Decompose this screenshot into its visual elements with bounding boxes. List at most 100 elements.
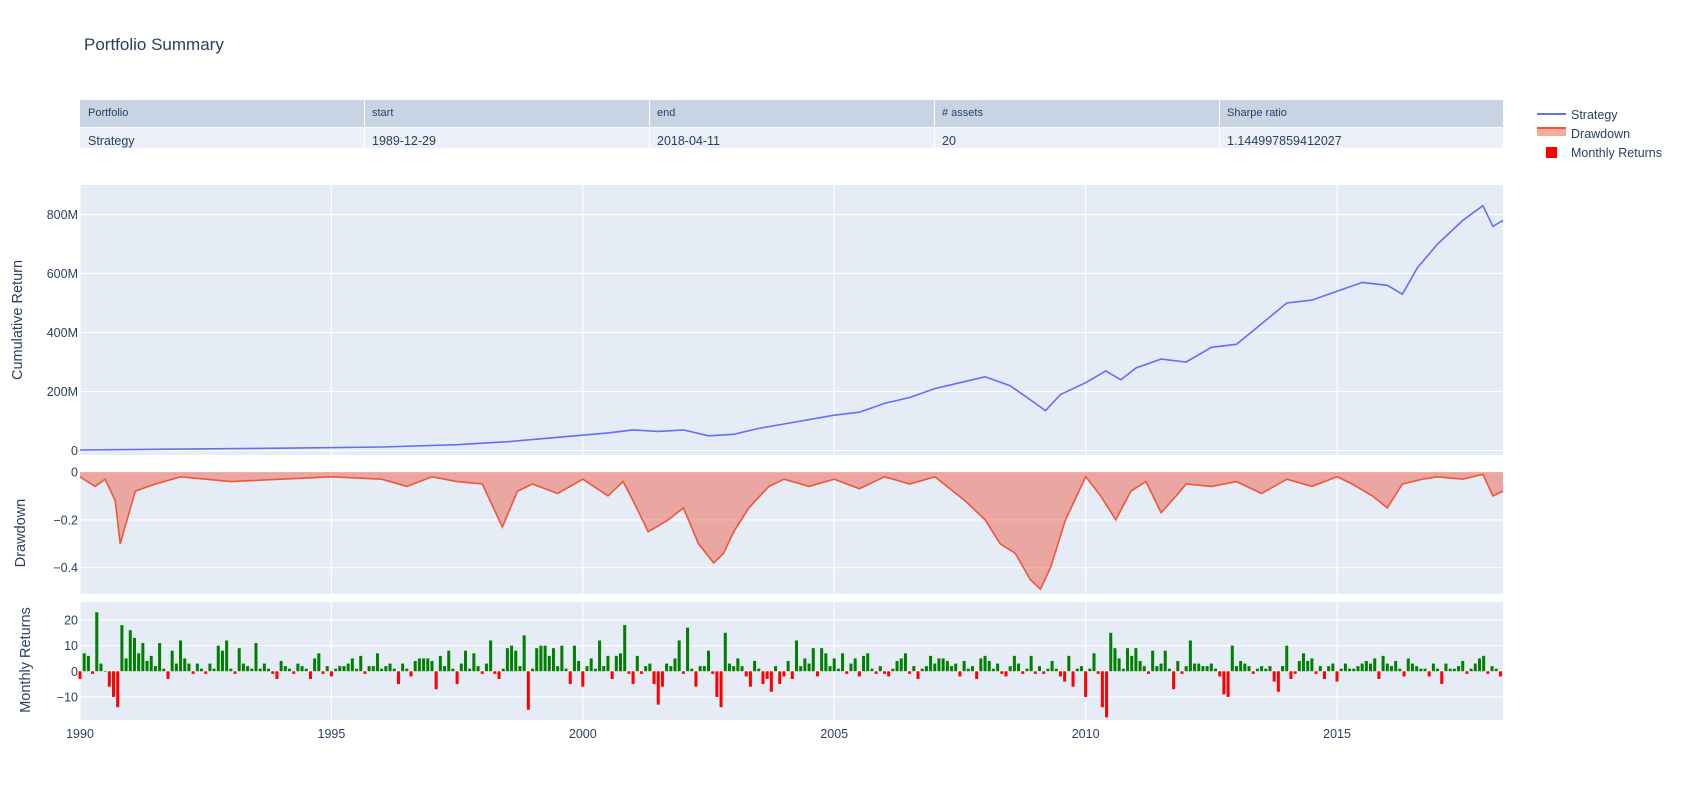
monthly-return-bar: [727, 663, 731, 672]
monthly-return-bar: [1092, 653, 1096, 672]
monthly-return-bar: [1226, 671, 1230, 697]
monthly-return-bar: [1352, 668, 1356, 672]
monthly-return-bar: [581, 671, 585, 687]
monthly-return-bar: [681, 671, 685, 674]
monthly-return-bar: [355, 668, 359, 672]
monthly-return-bar: [1100, 671, 1104, 708]
monthly-return-bar: [1310, 658, 1314, 672]
monthly-return-bar: [1415, 666, 1419, 672]
chart-marks: [78, 204, 1504, 718]
y-axis-title-cumulative: Cumulative Return: [10, 260, 26, 380]
drawdown-line: [79, 473, 1504, 591]
monthly-return-bar: [975, 671, 979, 679]
monthly-return-bar: [937, 658, 941, 672]
legend-item-strategy[interactable]: Strategy: [1537, 108, 1618, 122]
monthly-return-bar: [401, 663, 405, 672]
monthly-return-bar: [1184, 666, 1188, 672]
monthly-return-bar: [623, 625, 627, 672]
monthly-return-bar: [158, 643, 162, 672]
monthly-return-bar: [639, 671, 643, 674]
monthly-return-bar: [526, 671, 530, 710]
monthly-return-bar: [1461, 661, 1465, 672]
monthly-return-bar: [1419, 668, 1423, 672]
drawdown-plot-area: [80, 472, 1503, 594]
monthly-return-bar: [1410, 663, 1414, 672]
monthly-return-bar: [748, 671, 752, 687]
monthly-return-bar: [388, 663, 392, 672]
summary-table: Portfolio start end # assets Sharpe rati…: [80, 100, 1503, 148]
legend-item-monthly-returns[interactable]: Monthly Returns: [1546, 146, 1662, 160]
y-tick-label: 10: [64, 639, 78, 653]
monthly-return-bar: [220, 650, 224, 672]
monthly-return-bar: [610, 671, 614, 679]
monthly-return-bar: [413, 661, 417, 672]
monthly-return-bar: [614, 655, 618, 672]
table-header-start: start: [372, 107, 393, 119]
monthly-return-bar: [1377, 671, 1381, 679]
monthly-return-bar: [1272, 671, 1276, 682]
monthly-return-bar: [702, 666, 706, 672]
monthly-return-bar: [162, 668, 166, 672]
monthly-return-bar: [1457, 666, 1461, 672]
monthly-return-bar: [1033, 671, 1037, 674]
monthly-return-bar: [1297, 661, 1301, 672]
monthly-return-bar: [1348, 668, 1352, 672]
monthly-return-bar: [99, 663, 103, 672]
monthly-return-bar: [656, 671, 660, 705]
monthly-return-bar: [1000, 671, 1004, 674]
monthly-return-bar: [505, 648, 509, 672]
monthly-returns-plot-area: [80, 602, 1503, 720]
table-cell-start: 1989-12-29: [372, 134, 436, 148]
drawdown-area: [80, 472, 1503, 590]
table-header-cell: [365, 100, 649, 127]
monthly-return-bar: [1255, 668, 1259, 672]
monthly-return-bar: [489, 640, 493, 672]
monthly-return-bar: [677, 640, 681, 672]
monthly-return-bar: [707, 650, 711, 672]
monthly-return-bar: [535, 648, 539, 672]
y-tick-label: −10: [57, 690, 78, 704]
monthly-return-bar: [841, 653, 845, 672]
monthly-return-bar: [422, 658, 426, 672]
x-tick-label: 1995: [318, 727, 346, 741]
legend-item-drawdown[interactable]: Drawdown: [1537, 127, 1630, 141]
monthly-return-bar: [1398, 668, 1402, 672]
monthly-return-bar: [1452, 668, 1456, 672]
monthly-return-bar: [258, 668, 262, 672]
monthly-return-bar: [882, 671, 886, 674]
y-tick-label: −0.4: [53, 561, 78, 575]
monthly-return-bar: [1343, 663, 1347, 672]
monthly-return-bar: [602, 666, 606, 672]
monthly-return-bar: [187, 663, 191, 672]
table-cell: [80, 128, 364, 148]
monthly-return-bar: [916, 671, 920, 679]
monthly-return-bar: [1469, 668, 1473, 672]
monthly-return-bar: [669, 666, 673, 672]
monthly-return-bar: [1176, 661, 1180, 672]
monthly-return-bar: [1373, 658, 1377, 672]
monthly-return-bar: [962, 661, 966, 672]
monthly-return-bar: [1159, 663, 1163, 672]
monthly-return-bar: [845, 671, 849, 674]
table-header-cell: [935, 100, 1219, 127]
y-tick-label: 800M: [47, 208, 78, 222]
monthly-return-bar: [1243, 663, 1247, 672]
monthly-return-bar: [551, 648, 555, 672]
monthly-return-bar: [786, 661, 790, 672]
monthly-return-bar: [1331, 663, 1335, 672]
monthly-return-bar: [794, 640, 799, 672]
monthly-return-bar: [1193, 663, 1197, 672]
monthly-return-bar: [124, 658, 128, 672]
monthly-return-bar: [200, 668, 204, 672]
monthly-return-bar: [627, 671, 631, 674]
monthly-return-bar: [1385, 663, 1389, 672]
monthly-return-bar: [166, 671, 170, 679]
monthly-return-bar: [572, 645, 576, 672]
monthly-return-bar: [1477, 658, 1481, 672]
monthly-return-bar: [82, 653, 86, 672]
monthly-return-bar: [308, 671, 312, 679]
monthly-return-bar: [635, 655, 639, 672]
table-cell: [365, 128, 649, 148]
monthly-return-bar: [107, 671, 111, 687]
